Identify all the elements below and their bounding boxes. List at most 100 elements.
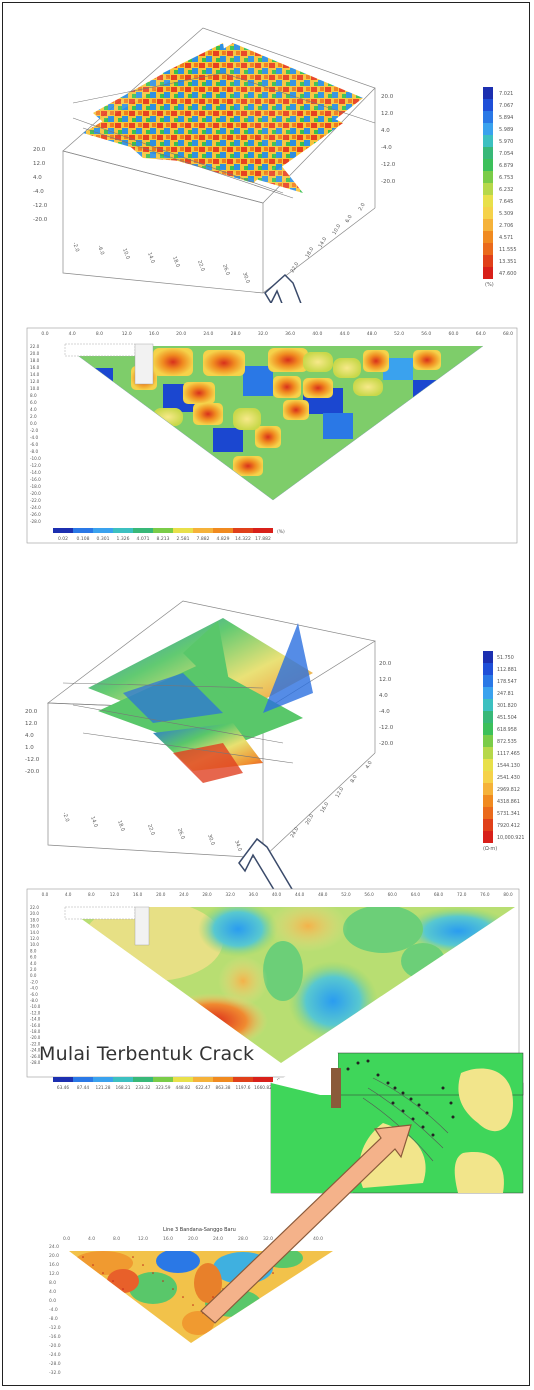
panel-2d-resistivity: 0.0 4.0 8.0 12.0 16.0 20.0 24.0 28.0 32.0 36.0 40.… — [26, 888, 520, 1091]
x-tick-label: 0.0 — [41, 331, 48, 337]
svg-text:26.0: 26.0 — [176, 828, 185, 841]
x-tick-label: 20.0 — [156, 892, 166, 897]
legend-swatch — [483, 135, 493, 147]
legend-label: 1117.465 — [497, 751, 520, 757]
legend-swatch — [483, 267, 493, 279]
svg-text:-24.0: -24.0 — [49, 1352, 61, 1358]
svg-text:4.0: 4.0 — [365, 760, 374, 770]
colorbar-swatch — [233, 528, 253, 533]
svg-text:12.0: 12.0 — [49, 1271, 59, 1277]
legend-label: 5.894 — [499, 115, 513, 121]
colorbar-label: 168.21 — [115, 1085, 130, 1091]
svg-text:-2.0: -2.0 — [71, 242, 80, 253]
y-tick-label: 2.0 — [30, 967, 37, 972]
z-tick-label: -20.0 — [381, 179, 396, 185]
colorbar-label: 4.071 — [137, 536, 150, 542]
y-tick-label: -6.0 — [30, 442, 39, 447]
y-tick-label: -10.0 — [30, 1004, 41, 1009]
legend-label: 2.706 — [499, 223, 513, 229]
x-tick-label: 24.0 — [203, 331, 213, 337]
colorbar-label: 622.47 — [195, 1085, 210, 1091]
y-tick-label: -8.0 — [30, 998, 38, 1003]
x-tick-label: 4.0 — [69, 331, 76, 337]
svg-text:-4.0: -4.0 — [49, 1307, 58, 1313]
z-ticks-left: 20.0 12.0 4.0 1.0 -12.0 -20.0 — [25, 709, 40, 775]
colorbar-swatch — [213, 528, 233, 533]
legend-swatch — [483, 759, 493, 771]
colorbar-label: 8.213 — [157, 536, 170, 542]
legend-label: 5.970 — [499, 139, 513, 145]
slice-planes — [62, 682, 294, 764]
x-tick-label: 60.0 — [388, 892, 398, 897]
svg-text:22.0: 22.0 — [146, 824, 155, 837]
legend-swatch — [483, 183, 493, 195]
svg-text:30.0: 30.0 — [241, 272, 250, 285]
legend-chargeability: 7.021 7.067 5.894 5.989 5.970 7.054 6.879 6.753… — [483, 87, 517, 288]
colorbar: 0.02 0.108 0.301 1.326 4.071 8.213 2.581 7.882 4… — [53, 528, 285, 542]
legend-label: 618.958 — [497, 727, 517, 733]
legend-swatch — [483, 207, 493, 219]
svg-text:4.0: 4.0 — [49, 1289, 56, 1295]
x-axis-ticks: 0.0 4.0 8.0 12.0 16.0 20.0 24.0 28.0 32.0 36.0 40.… — [41, 331, 513, 337]
colorbar-swatch — [253, 528, 273, 533]
y-tick-label: -2.0 — [30, 979, 38, 984]
legend-label: 7.021 — [499, 91, 513, 97]
svg-text:-6.0: -6.0 — [96, 245, 105, 256]
legend-label: 7.067 — [499, 103, 513, 109]
panel-crack-model: Line 3 Bandana-Sanggo Baru 0.0 4.0 8.0 12.0… — [45, 1052, 524, 1383]
colorbar-swatch — [93, 528, 113, 533]
x-tick-label: 20.0 — [176, 331, 186, 337]
svg-text:-2.0: -2.0 — [61, 812, 70, 823]
z-tick-label: 12.0 — [33, 161, 46, 167]
y-axis-ticks: 24.0 20.0 16.0 12.0 8.0 4.0 — [290, 760, 374, 839]
y-tick-label: -24.0 — [30, 1048, 41, 1053]
colorbar-swatch — [213, 1077, 233, 1082]
svg-text:10.0: 10.0 — [121, 248, 130, 261]
colorbar-swatch — [193, 1077, 213, 1082]
y-tick-label: 2.0 — [30, 414, 37, 419]
y-tick-label: 12.0 — [30, 379, 40, 384]
z-tick-label: -20.0 — [25, 769, 40, 775]
svg-text:20.0: 20.0 — [305, 813, 316, 826]
colorbar-swatch — [153, 528, 173, 533]
y-tick-label: 16.0 — [30, 365, 40, 370]
z-tick-label: -4.0 — [381, 145, 392, 151]
legend-label: 112.881 — [497, 667, 517, 673]
x-axis-ticks: 0.0 4.0 8.0 12.0 16.0 20.0 24.0 28.0 32.0 36.0 40.… — [42, 892, 513, 897]
legend-label: 47.600 — [499, 271, 517, 277]
y-tick-label: -12.0 — [30, 463, 41, 468]
y-tick-label: -16.0 — [30, 477, 41, 482]
z-tick-label: 1.0 — [25, 745, 34, 751]
svg-text:8.0: 8.0 — [113, 1236, 120, 1242]
legend-label: 2541.430 — [497, 775, 520, 781]
legend-label: 6.879 — [499, 163, 513, 169]
z-tick-label: 4.0 — [33, 175, 42, 181]
colorbar-label: 0.02 — [58, 536, 68, 542]
y-tick-label: -18.0 — [30, 484, 41, 489]
x-tick-label: 8.0 — [96, 331, 103, 337]
svg-text:14.0: 14.0 — [318, 236, 329, 249]
slice-planes — [72, 72, 376, 199]
legend-swatch — [483, 243, 493, 255]
legend-swatch — [483, 255, 493, 267]
svg-text:12.0: 12.0 — [138, 1236, 148, 1242]
svg-text:24.0: 24.0 — [49, 1244, 59, 1250]
x-tick-label: 28.0 — [202, 892, 212, 897]
colorbar-label: 63.46 — [57, 1085, 70, 1091]
y-tick-label: -14.0 — [30, 1017, 41, 1022]
colorbar-label: 14.322 — [235, 536, 251, 542]
svg-text:16.0: 16.0 — [49, 1262, 59, 1268]
legend-swatch — [483, 771, 493, 783]
x-tick-label: 28.0 — [231, 331, 241, 337]
z-tick-label: 20.0 — [25, 709, 38, 715]
colorbar-swatch — [133, 1077, 153, 1082]
up-arrow-icon — [238, 837, 296, 893]
y-tick-label: 6.0 — [30, 400, 37, 405]
x-tick-label: 32.0 — [258, 331, 268, 337]
legend-label: 247.81 — [497, 691, 514, 697]
svg-text:22.0: 22.0 — [290, 261, 301, 274]
y-tick-label: -14.0 — [30, 470, 41, 475]
y-axis-ticks: 22.020.018.0 16.014.012.010.08.0 6.04.02.0… — [30, 905, 41, 1065]
x-tick-label: 44.0 — [340, 331, 350, 337]
x-axis-ticks: -2.0 14.0 18.0 22.0 26.0 30.0 34.0 — [61, 812, 242, 853]
